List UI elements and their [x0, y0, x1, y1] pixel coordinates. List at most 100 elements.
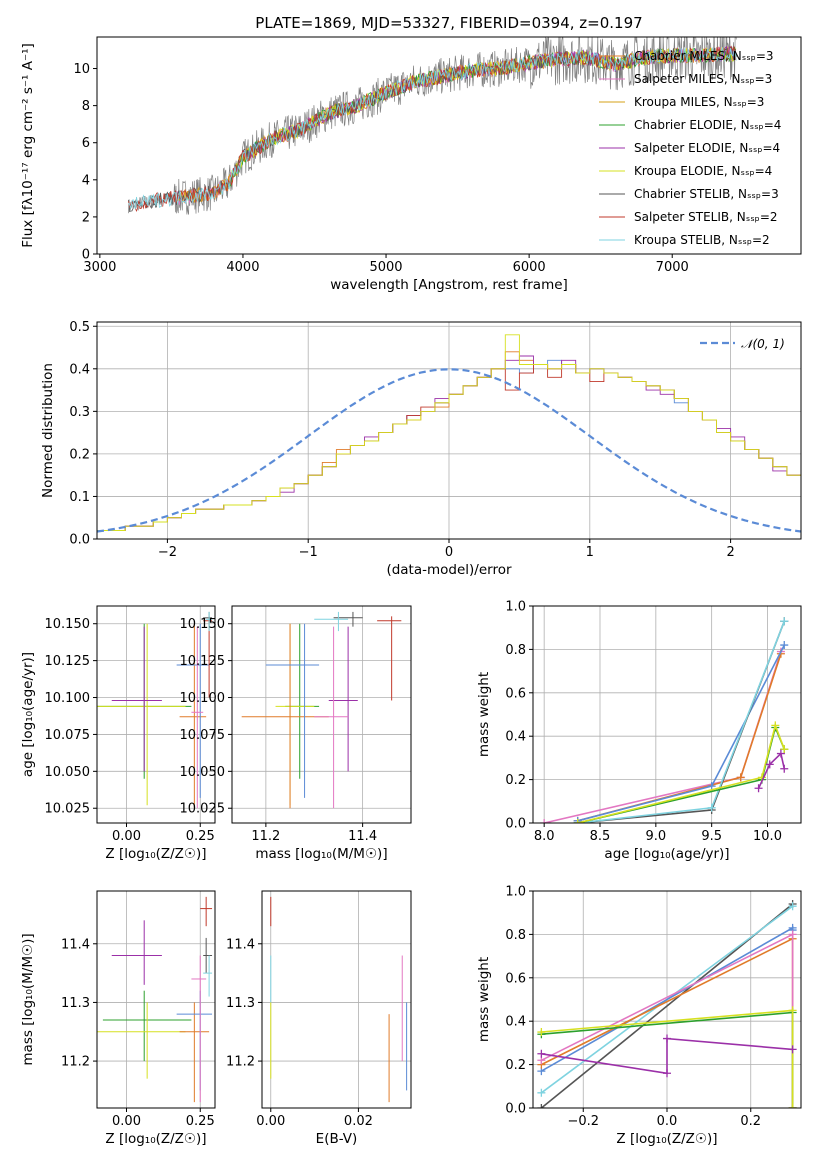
y-tick-label: 0.0	[69, 533, 90, 548]
y-axis-label: mass weight	[476, 672, 492, 757]
x-axis-label: age [log₁₀(age/yr)]	[604, 846, 729, 862]
x-tick-label: 8.0	[534, 829, 555, 844]
y-tick-label: 10.075	[180, 728, 226, 743]
error-bar-point	[265, 623, 320, 798]
y-tick-label: 10.150	[45, 617, 91, 632]
y-tick-label: 0.2	[69, 447, 90, 462]
y-tick-label: 0.2	[505, 1058, 526, 1073]
plus-marker	[788, 1006, 797, 1015]
x-tick-label: 0.25	[186, 829, 215, 844]
x-axis-label: mass [log₁₀(M/M☉)]	[255, 846, 387, 862]
mass-weight-line	[577, 653, 782, 822]
y-tick-label: 10.075	[45, 728, 91, 743]
y-tick-label: 10	[73, 62, 90, 77]
axes-frame	[96, 890, 216, 1109]
error-bar-point	[203, 955, 213, 997]
plot-area	[537, 900, 797, 1108]
mass-weight-line	[577, 722, 786, 823]
plot-area	[540, 617, 789, 823]
error-bar-point	[111, 920, 162, 985]
y-tick-label: 11.3	[226, 996, 255, 1011]
y-tick-label: 10.025	[180, 802, 226, 817]
plus-marker	[780, 617, 789, 626]
panel-age-vs-mass: 11.2 11.4 10.025 10.050 10.075 10.100 10.125 10…	[180, 605, 412, 862]
x-tick-label: 0	[445, 545, 453, 560]
error-bar-point	[179, 623, 207, 809]
x-tick-label: 0.2	[740, 1114, 761, 1129]
plus-marker	[573, 819, 582, 823]
plot-area	[97, 896, 213, 1103]
plus-marker	[788, 1045, 797, 1054]
plot-area	[97, 334, 801, 533]
plus-marker	[537, 1088, 546, 1097]
error-bar-point	[179, 1002, 210, 1103]
y-tick-label: 0.1	[69, 490, 90, 505]
x-tick-label: 7000	[656, 260, 689, 275]
legend-entry: Chabrier ELODIE, Nₛₛₚ=4	[634, 118, 781, 132]
axes-frame	[532, 605, 802, 824]
y-axis-label: mass weight	[476, 957, 492, 1042]
panel-mass-weight-vs-age: 8.0 8.5 9.0 9.5 10.0 0.0 0.2 0.4 0.6 0.8 1.0 age [l…	[476, 600, 802, 862]
plus-marker	[788, 930, 797, 939]
axes-frame	[96, 321, 802, 540]
x-tick-label: 0.02	[344, 1114, 373, 1129]
error-bar-point	[314, 611, 349, 632]
y-tick-label: 2	[82, 210, 90, 225]
y-tick-label: 4	[82, 173, 90, 188]
x-axis-label: (data-model)/error	[386, 562, 512, 578]
mass-weight-line	[757, 752, 786, 789]
error-bar-point	[97, 623, 186, 806]
plus-marker	[754, 784, 763, 793]
plus-marker	[736, 773, 745, 782]
plus-marker	[537, 1028, 546, 1037]
error-bar-point	[176, 623, 210, 798]
y-tick-label: 10.050	[45, 765, 91, 780]
y-tick-label: 11.4	[226, 937, 255, 952]
panel-spectrum: 3000 4000 5000 6000 7000 0 2 4 6 8 10 wavelength [A…	[20, 36, 802, 293]
x-tick-label: 0.00	[112, 1114, 141, 1129]
plus-marker	[537, 1049, 546, 1058]
y-tick-label: 0	[82, 248, 90, 263]
panel-mass-vs-z: 0.00 0.25 11.2 11.3 11.4 Z [log₁₀(Z/Z☉)] mass …	[20, 890, 216, 1147]
x-axis-label: E(B-V)	[316, 1131, 358, 1147]
x-tick-label: 0.00	[256, 1114, 285, 1129]
panel-residual-hist: −2 −1 0 1 2 0.0 0.1 0.2 0.3 0.4 0.5 (data-model)/er…	[40, 320, 802, 578]
axes-frame	[261, 890, 412, 1109]
legend-entry: Kroupa ELODIE, Nₛₛₚ=4	[634, 164, 772, 178]
axes-frame	[96, 605, 216, 824]
x-tick-label: −2	[158, 545, 177, 560]
plus-marker	[780, 745, 789, 754]
axes-frame	[532, 890, 802, 1109]
plus-marker	[663, 1034, 671, 1043]
x-axis-label: Z [log₁₀(Z/Z☉)]	[105, 846, 206, 862]
plot-area	[97, 611, 213, 809]
panel-mass-weight-vs-z: −0.2 0.0 0.2 0.0 0.2 0.4 0.6 0.8 1.0 Z [log₁₀(Z/Z…	[476, 885, 802, 1147]
error-bar-point	[377, 616, 402, 701]
legend-entry: Kroupa STELIB, Nₛₛₚ=2	[634, 233, 770, 247]
plus-marker	[663, 1069, 671, 1078]
y-tick-label: 10.125	[180, 654, 226, 669]
x-tick-label: 3000	[83, 260, 116, 275]
normal-reference-curve	[97, 368, 801, 533]
x-axis-label: Z [log₁₀(Z/Z☉)]	[616, 1131, 717, 1147]
error-bar-point	[191, 626, 204, 809]
x-tick-label: 8.5	[590, 829, 611, 844]
plus-marker	[540, 819, 549, 823]
y-tick-label: 0.6	[505, 971, 526, 986]
error-bar-point	[275, 623, 315, 806]
chart-title: PLATE=1869, MJD=53327, FIBERID=0394, z=0…	[255, 14, 642, 32]
y-tick-label: 11.3	[61, 996, 90, 1011]
error-bar-point	[241, 623, 329, 809]
plus-marker	[771, 721, 780, 730]
x-tick-label: 9.5	[701, 829, 722, 844]
y-tick-label: 11.4	[61, 937, 90, 952]
y-tick-label: 10.100	[45, 691, 91, 706]
legend-entry: Salpeter ELODIE, Nₛₛₚ=4	[634, 141, 780, 155]
x-axis-label: Z [log₁₀(Z/Z☉)]	[105, 1131, 206, 1147]
plus-marker	[707, 803, 716, 812]
y-tick-label: 10.050	[180, 765, 226, 780]
x-tick-label: 1	[586, 545, 594, 560]
plus-marker	[788, 1104, 797, 1108]
x-tick-label: 4000	[226, 260, 259, 275]
